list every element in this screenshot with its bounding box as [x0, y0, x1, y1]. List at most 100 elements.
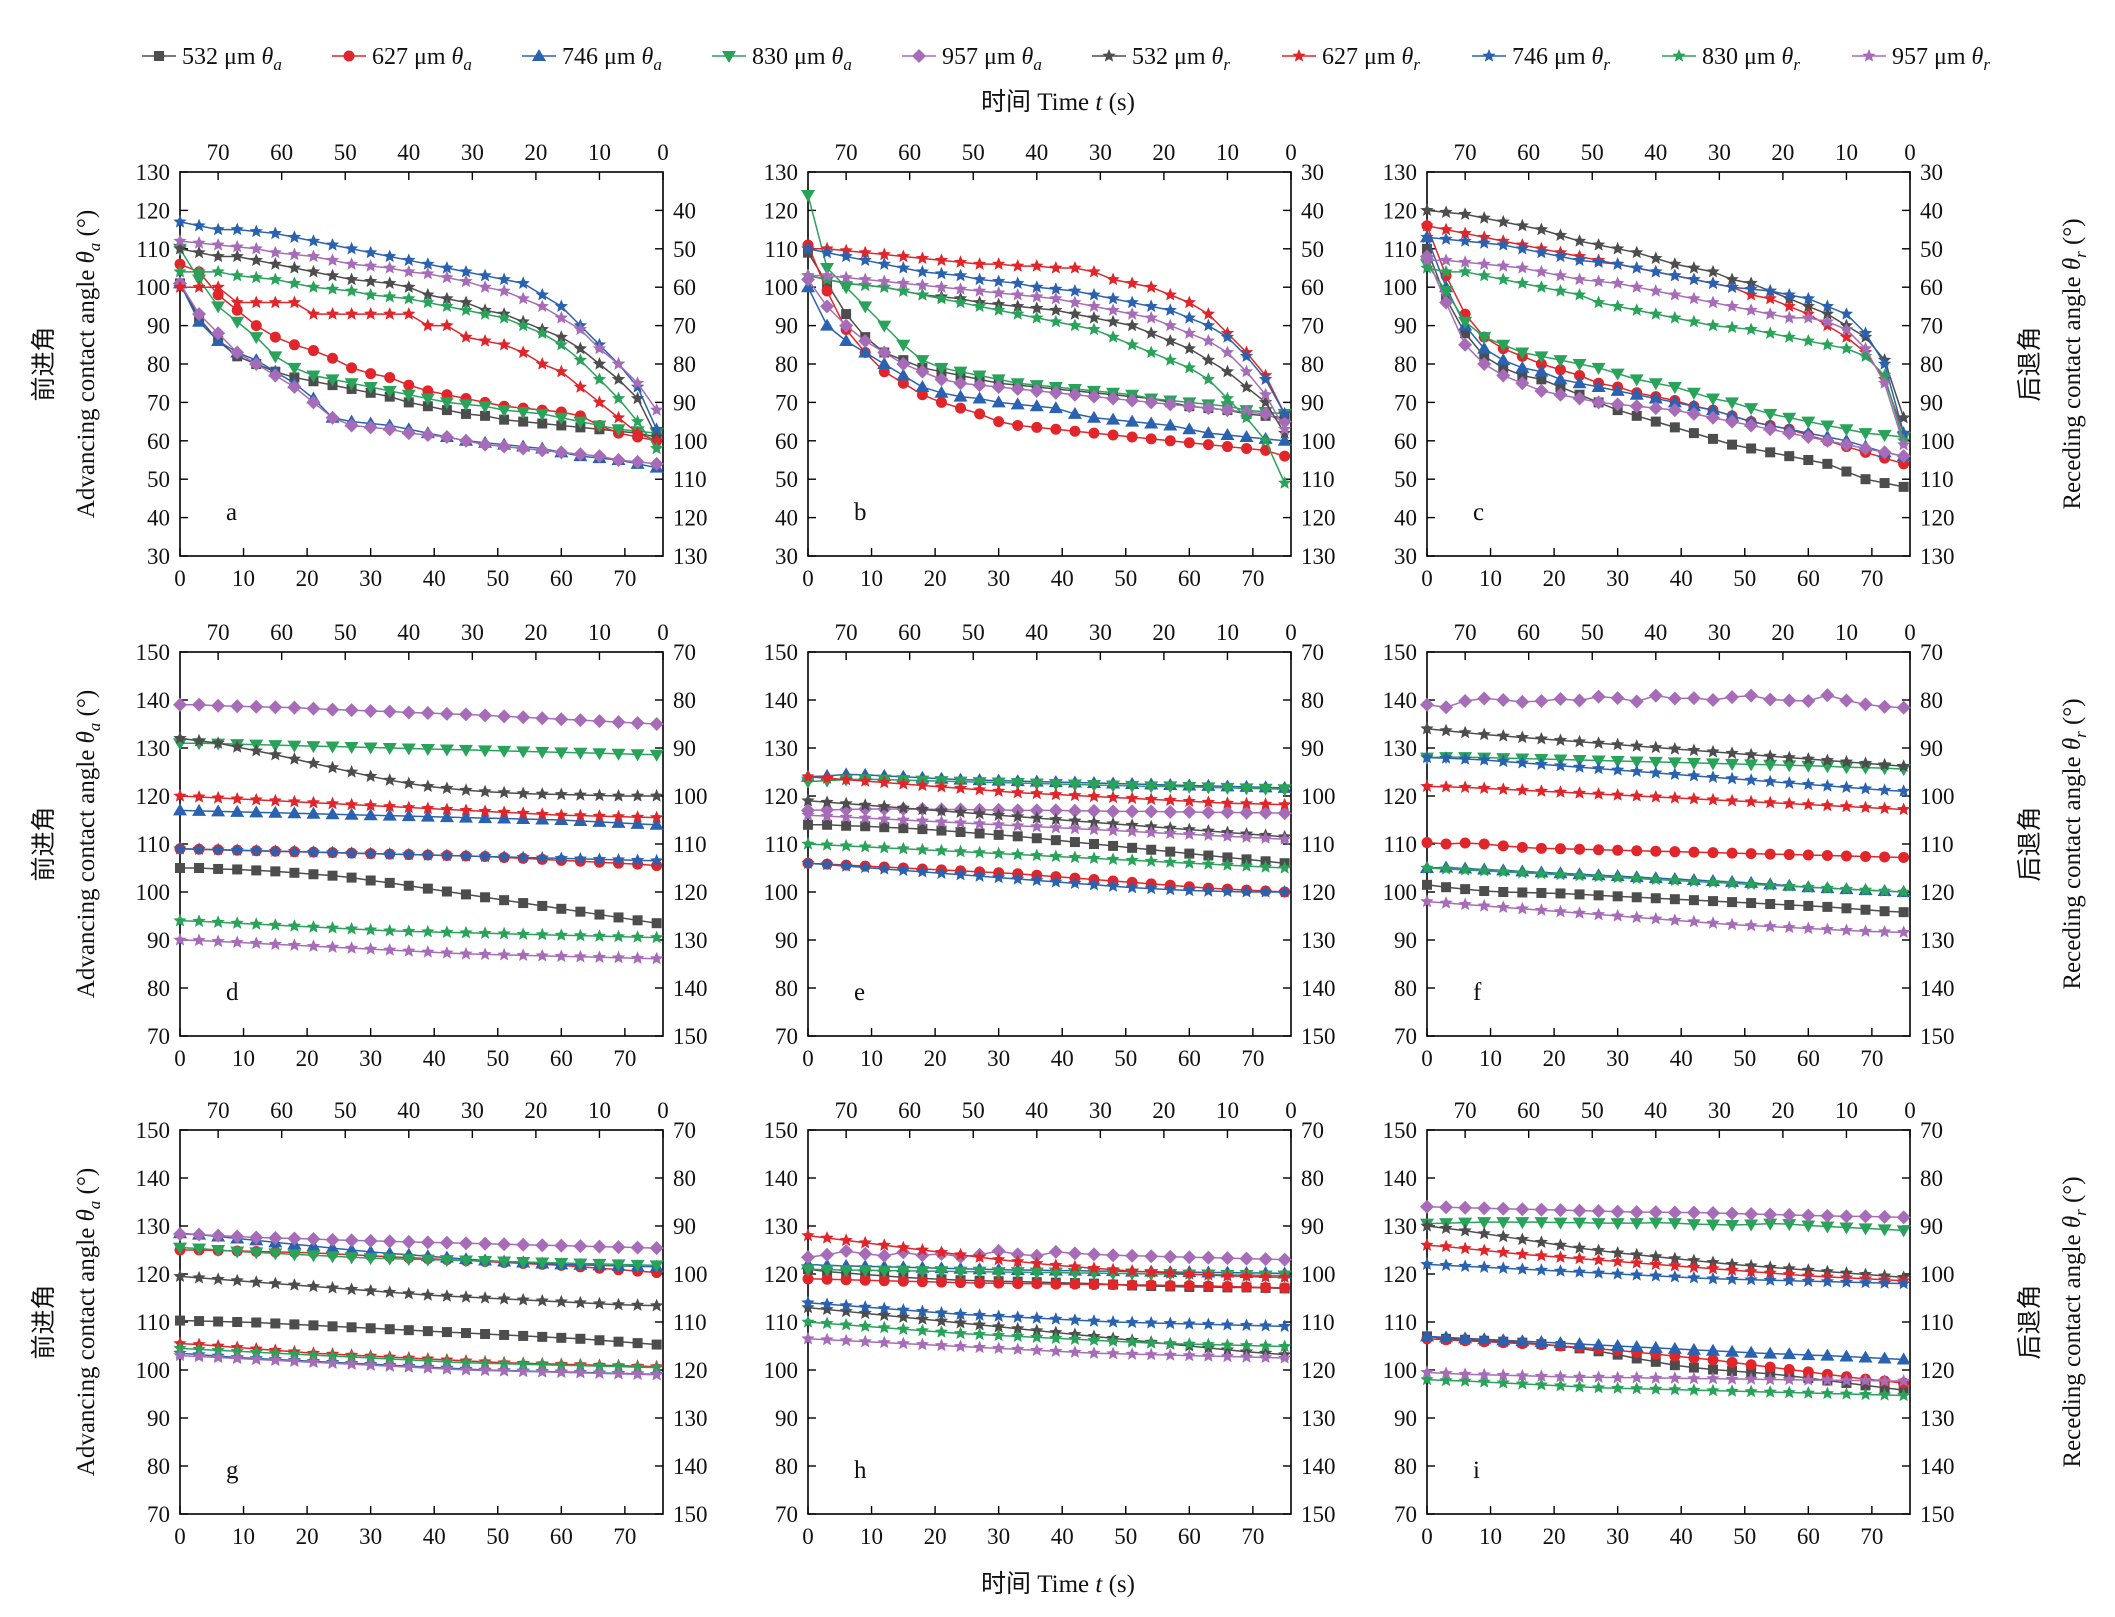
series-line [1426, 225, 1905, 434]
data-point [230, 740, 244, 753]
data-point [1821, 850, 1833, 862]
x-tick-label: 30 [1606, 1524, 1629, 1549]
data-point [344, 1252, 359, 1265]
data-point [896, 357, 911, 371]
data-point [478, 947, 492, 961]
data-point [1591, 787, 1606, 800]
data-point [346, 362, 358, 374]
left-y-tick-label: 130 [1383, 1214, 1418, 1239]
series [801, 241, 1292, 420]
data-point [401, 1234, 416, 1249]
data-point [1220, 782, 1235, 795]
data-point [230, 791, 244, 805]
data-point [1515, 360, 1530, 373]
data-point [1877, 1276, 1892, 1289]
top-x-tick-label: 0 [1285, 1098, 1297, 1123]
data-point [1782, 1372, 1796, 1386]
right-y-tick-label: 90 [1301, 736, 1324, 761]
data-point [440, 802, 454, 816]
data-point [1534, 693, 1549, 708]
data-point [935, 1276, 947, 1288]
data-point [192, 264, 206, 278]
right-y-tick-label: 110 [1301, 1310, 1335, 1335]
data-point [1839, 1387, 1854, 1400]
data-point [1163, 303, 1177, 316]
data-point [1877, 445, 1892, 460]
data-point [972, 1266, 987, 1279]
top-x-tick-label: 40 [1644, 140, 1667, 165]
data-point [1144, 804, 1159, 819]
data-point [1896, 784, 1911, 797]
data-point [1477, 863, 1491, 877]
data-point [1687, 743, 1701, 757]
data-point [630, 816, 645, 829]
data-point [1477, 1260, 1491, 1273]
data-point [364, 942, 378, 955]
data-point [1706, 264, 1720, 278]
data-point [1877, 1374, 1892, 1387]
data-point [801, 1331, 815, 1345]
data-point [1612, 891, 1623, 902]
data-point [1572, 906, 1587, 919]
left-y-axis-title-en: Advancing contact angle θa (°) [73, 690, 104, 998]
data-point [1820, 1348, 1835, 1361]
data-point [173, 264, 187, 278]
data-point [1222, 852, 1233, 863]
data-point [573, 1365, 588, 1379]
data-point [344, 765, 359, 778]
series-line [807, 194, 1285, 415]
data-point [306, 939, 321, 952]
right-y-tick-label: 150 [1920, 1502, 1955, 1527]
data-point [573, 1239, 588, 1254]
data-point [1707, 433, 1718, 444]
data-point [211, 934, 225, 948]
data-point [554, 851, 568, 865]
data-point [497, 439, 512, 454]
data-point [192, 1243, 207, 1256]
data-point [1629, 387, 1644, 400]
right-y-tick-label: 40 [1920, 198, 1943, 223]
data-point [592, 1258, 607, 1271]
data-point [287, 295, 302, 309]
series [1420, 752, 1911, 777]
data-point [1496, 900, 1510, 914]
data-point [1686, 757, 1701, 770]
data-point [440, 1289, 454, 1302]
data-point [213, 1316, 224, 1327]
data-point [249, 805, 264, 818]
data-point [632, 1338, 643, 1349]
data-point [1591, 907, 1606, 921]
data-point [230, 345, 245, 360]
data-point [1239, 783, 1254, 796]
data-point [1839, 322, 1854, 336]
data-point [402, 307, 416, 320]
data-point [535, 787, 549, 800]
data-point [554, 949, 568, 962]
data-point [1125, 295, 1139, 309]
data-point [1839, 307, 1854, 320]
series [801, 268, 1292, 489]
data-point [325, 237, 340, 251]
top-x-tick-label: 70 [835, 140, 858, 165]
data-point [1515, 755, 1529, 769]
data-point [1496, 339, 1511, 352]
data-point [325, 921, 340, 934]
right-y-tick-label: 130 [1301, 544, 1336, 569]
data-point [1163, 1266, 1177, 1279]
data-point [1011, 818, 1025, 832]
right-y-tick-label: 150 [673, 1502, 708, 1527]
data-point [1279, 1282, 1291, 1294]
data-point [383, 249, 397, 263]
data-point [611, 1240, 626, 1255]
data-point [421, 1353, 435, 1367]
data-point [1239, 805, 1254, 820]
left-y-tick-label: 110 [764, 237, 798, 262]
data-point [1048, 1244, 1063, 1259]
data-point [1477, 753, 1491, 766]
data-point [1593, 890, 1604, 901]
data-point [1125, 307, 1139, 320]
data-point [268, 226, 282, 240]
data-point [1029, 803, 1044, 818]
data-point [1553, 1369, 1568, 1383]
